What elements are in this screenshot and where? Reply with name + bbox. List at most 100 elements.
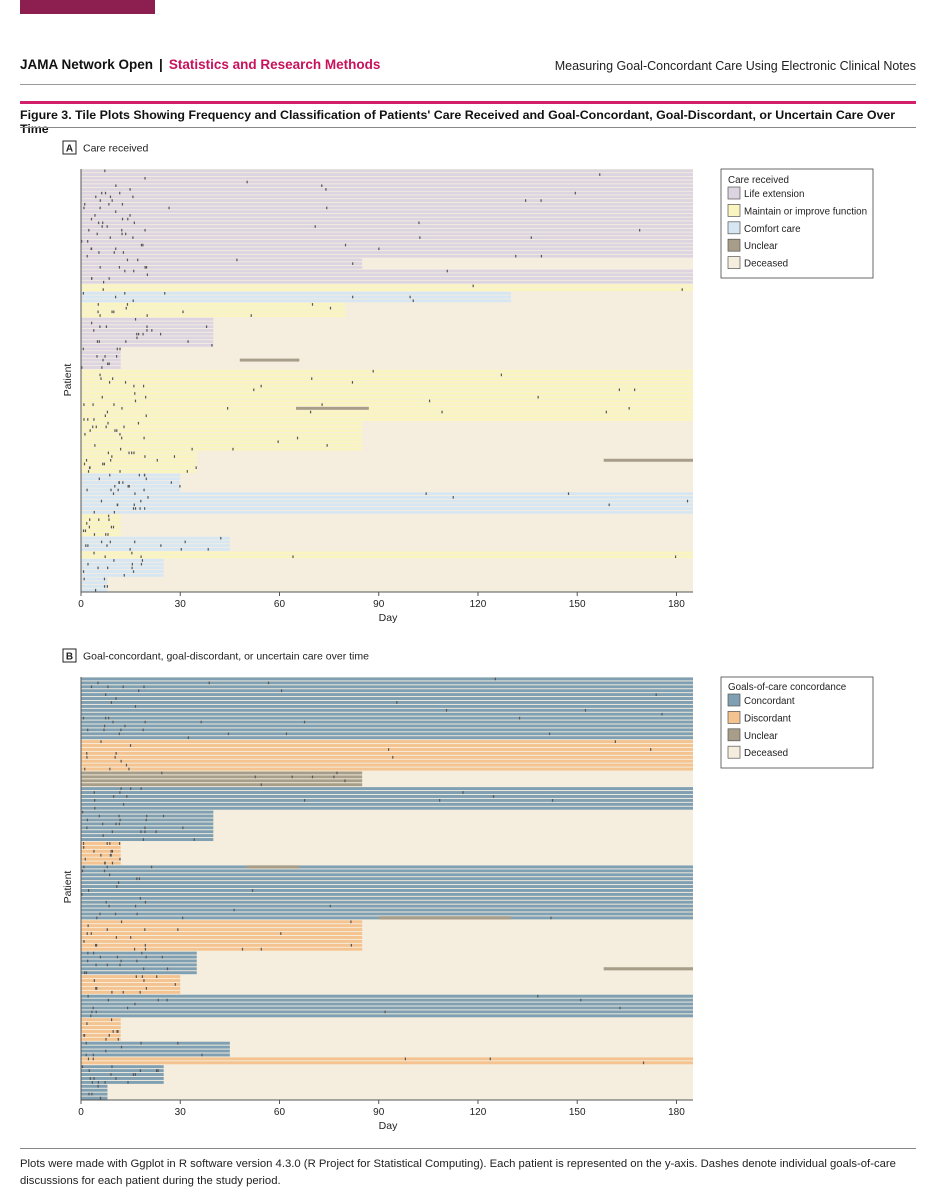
discussion-dash [110, 458, 112, 462]
discussion-dash [127, 1081, 129, 1084]
patient-tile-row [81, 1080, 164, 1084]
discussion-dash [193, 838, 195, 841]
discussion-dash [144, 455, 146, 458]
discussion-dash [107, 451, 110, 455]
discussion-dash [134, 1073, 136, 1076]
patient-tile-row [81, 1084, 108, 1088]
patient-tile-row [81, 841, 121, 845]
discussion-dash [124, 724, 126, 728]
legend-label: Concordant [744, 696, 795, 707]
discussion-dash [143, 967, 145, 971]
discussion-dash [489, 1057, 491, 1061]
discussion-dash [200, 720, 202, 724]
patient-tile-row [81, 562, 164, 566]
discussion-dash [90, 247, 93, 251]
discussion-dash [246, 180, 248, 184]
discussion-dash [93, 551, 95, 555]
discussion-dash [352, 262, 354, 265]
discussion-dash [548, 732, 551, 736]
patient-tile-row [81, 939, 363, 943]
discussion-dash [119, 818, 121, 822]
patient-tile-row [81, 510, 693, 514]
patient-tile-row [81, 740, 693, 744]
discussion-dash [107, 421, 109, 425]
patient-tile-row [81, 187, 693, 191]
discussion-dash [90, 247, 92, 251]
patient-tile-row [81, 747, 693, 751]
discussion-dash [97, 566, 99, 570]
discussion-dash [462, 791, 464, 794]
patient-tile-row [81, 791, 693, 795]
patient-tile-row [81, 317, 214, 321]
patient-tile-row [81, 681, 693, 685]
patient-tile-row [81, 254, 693, 258]
discussion-dash [144, 720, 146, 724]
legend-swatch [727, 745, 741, 759]
discussion-dash [107, 685, 109, 689]
panel-b-badge [62, 648, 77, 663]
discussion-dash [119, 433, 121, 436]
patient-tile-row [81, 447, 363, 451]
patient-tile-row [81, 802, 693, 806]
discussion-dash [518, 716, 521, 720]
patient-tile-row [81, 399, 693, 403]
unclear-segment [246, 865, 300, 869]
patient-tile-row [81, 262, 363, 266]
patient-tile-row [81, 826, 214, 830]
discussion-dash [116, 885, 118, 888]
panel-b-legend-entries: Concordant Discordant Unclear Deceased [727, 693, 795, 759]
discussion-dash [515, 254, 517, 258]
discussion-dash [500, 373, 502, 377]
discussion-dash [144, 830, 146, 834]
discussion-dash [115, 752, 117, 755]
discussion-dash [83, 403, 85, 406]
patient-tile-row [81, 767, 693, 771]
patient-tile-row [81, 321, 214, 325]
discussion-dash [83, 1034, 85, 1037]
discussion-dash [161, 955, 163, 959]
patient-tile-row [81, 916, 693, 920]
discussion-dash [108, 716, 110, 720]
discussion-dash [126, 795, 128, 798]
discussion-dash [184, 540, 186, 544]
patient-tile-row [81, 1045, 230, 1049]
discussion-dash [145, 477, 147, 481]
discussion-dash [92, 1057, 94, 1061]
discussion-dash [142, 728, 144, 732]
discussion-dash [109, 540, 111, 544]
panel-a-tiles [81, 169, 693, 592]
discussion-dash [280, 932, 282, 935]
patient-tile-row [81, 169, 693, 173]
discussion-dash [118, 481, 120, 484]
discussion-dash [102, 358, 104, 362]
discussion-dash [207, 548, 209, 551]
discussion-dash [537, 994, 539, 998]
discussion-dash [85, 1041, 87, 1045]
discussion-dash [104, 861, 106, 865]
discussion-dash [344, 779, 346, 783]
discussion-dash [115, 822, 117, 826]
discussion-dash [146, 814, 148, 818]
discussion-dash [605, 410, 607, 414]
discussion-dash [116, 429, 118, 432]
x-tick-label: 60 [274, 1107, 286, 1118]
legend-label: Life extension [744, 189, 804, 200]
patient-tile-row [81, 507, 693, 510]
discussion-dash [146, 273, 148, 277]
patient-tile-row [81, 877, 693, 881]
discussion-dash [107, 566, 109, 570]
discussion-dash [116, 347, 118, 351]
discussion-dash [120, 959, 122, 963]
discussion-dash [84, 857, 86, 861]
patient-tile-row [81, 716, 693, 720]
patient-tile-row [81, 845, 121, 849]
discussion-dash [81, 366, 83, 369]
panel-b-x-label: Day [379, 1120, 398, 1132]
discussion-dash [98, 477, 100, 481]
discussion-dash [118, 732, 120, 736]
panel-a-ticks: 0 30 60 90 120 150 180 [78, 592, 685, 610]
discussion-dash [108, 381, 111, 384]
x-tick-label: 0 [78, 599, 84, 610]
patient-tile-row [81, 373, 693, 377]
discussion-dash [112, 720, 114, 724]
